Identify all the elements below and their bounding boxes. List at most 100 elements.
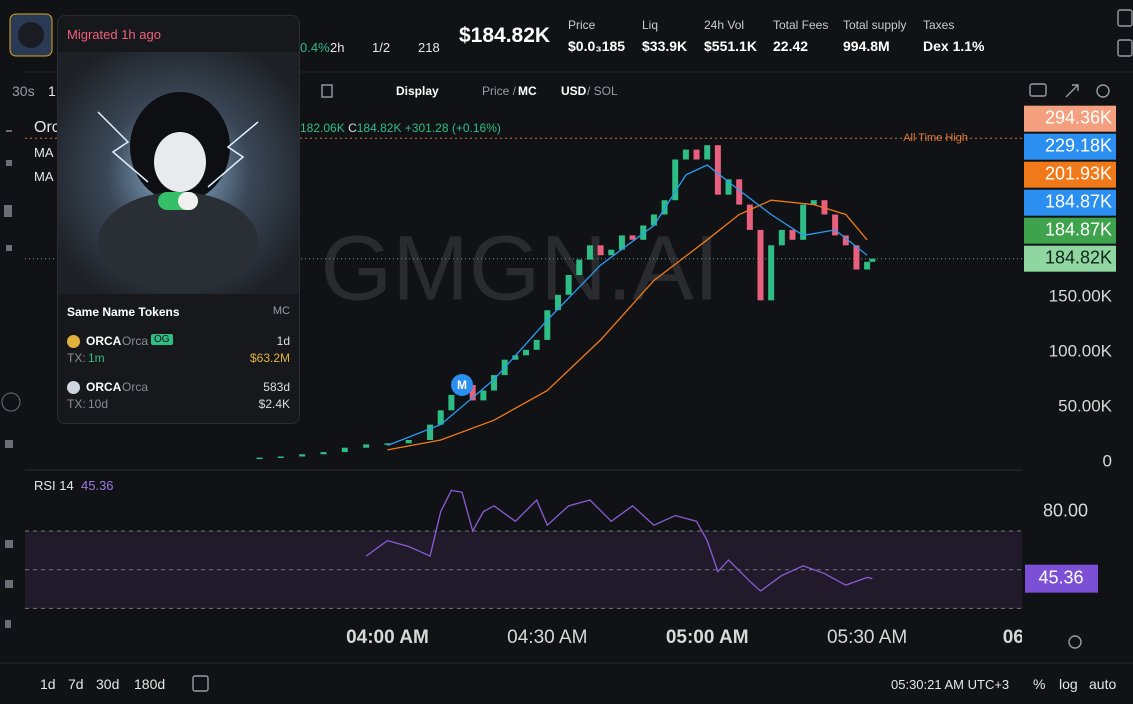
stat-value: $0.0₃185 [568,38,626,54]
legend-ma: MA [34,145,54,160]
x-tick-label: 06:00 [1003,627,1052,648]
range-button[interactable]: 180d [134,676,166,692]
views: 218 [418,40,440,55]
close-label: C [348,121,357,135]
price-tag-label: 184.87K [1045,219,1112,239]
x-tick-label: 05:00 AM [666,627,749,648]
y-tick-label: 100.00K [1049,341,1113,360]
marker [451,374,474,396]
legend-ma: MA [34,169,54,184]
range-button[interactable]: 1d [40,676,56,692]
candle [469,385,476,401]
stat-value: Dex 1.1% [923,38,985,54]
candle [448,394,455,411]
sidebar-icons [1,130,21,628]
candle [832,214,839,236]
stat-value: $33.9K [642,38,688,54]
sol-toggle[interactable]: / SOL [587,84,618,98]
usd-toggle[interactable]: USD [561,84,587,98]
candle [629,235,636,240]
tx-value: 10d [88,397,109,411]
interval[interactable]: 1 [48,83,56,99]
ma-line [387,164,868,447]
stat-value: $551.1K [704,38,757,54]
token-age: 583d [263,380,290,394]
token-icon-art [18,22,44,48]
tx-label: TX: [67,351,86,365]
migrated-status: Migrated 1h ago [67,27,161,42]
candle [789,229,796,240]
tx-value: 1m [88,351,105,365]
candle [746,204,753,230]
interval[interactable]: 30s [12,83,35,99]
token-symbol: ORCA [86,380,122,394]
candle [693,149,700,160]
candle [299,454,306,457]
candle [725,179,732,195]
stat-label: Total Fees [773,18,829,32]
x-tick-label: 04:00 AM [346,627,429,648]
mc-toggle[interactable]: MC [518,84,537,98]
tx-label: TX: [67,397,86,411]
section-column: MC [272,305,290,317]
candle [586,245,593,260]
ma-line [387,199,868,451]
ath-label: All Time High [903,132,968,144]
toolbar-icons[interactable] [192,9,1133,692]
candle [341,447,348,453]
price-tag [1024,133,1116,160]
candle [597,245,604,256]
candle [533,339,540,350]
clock: 05:30:21 AM UTC+3 [891,677,1010,692]
marker-label: M [457,378,467,392]
x-tick-label: 04:30 AM [507,627,587,648]
price-tag [1024,217,1116,244]
candle [800,204,807,240]
percent-toggle[interactable]: % [1033,676,1046,692]
candle [565,275,572,295]
token-name: Orca [122,334,149,348]
y-tick-label: 150.00K [1049,286,1113,305]
stat-value: 994.8M [843,38,890,54]
auto-toggle[interactable]: auto [1089,676,1117,692]
candle [864,261,871,270]
watermark: GMGN.AI [321,217,720,319]
rsi-tag [1025,564,1098,593]
holders-ratio: 1/2 [372,40,391,55]
candle [437,410,444,425]
token-mc: $2.4K [258,397,290,411]
close-value: 184.82K [356,121,402,135]
candle [523,349,529,356]
range-button[interactable]: 7d [68,676,84,692]
price-tag [1024,161,1116,188]
log-toggle[interactable]: log [1059,676,1078,692]
token-name: Orca [122,380,149,394]
price-tag-label: 184.82K [1045,247,1112,267]
change-value: +301.28 (+0.16%) [404,121,501,135]
candle [554,294,561,311]
legend-ohlc: 182.06K C184.82K +301.28 (+0.16%) [300,121,501,135]
price-tag-label: 201.93K [1045,163,1112,183]
price-toggle[interactable]: Price / [482,84,517,98]
price-tag-label: 184.87K [1045,191,1112,211]
candle [853,245,860,270]
candle [778,229,785,246]
candle [810,200,817,205]
rsi-current: 45.36 [81,478,114,493]
range-button[interactable]: 30d [96,676,120,692]
y-tick-label: 50.00K [1058,396,1113,415]
candle [256,457,263,460]
stat-label: Taxes [923,18,955,32]
display-button[interactable]: Display [396,84,439,98]
candle [618,235,625,250]
price-tag-label: 294.36K [1045,107,1112,127]
candle [757,229,764,301]
candle [384,443,391,445]
candle [480,390,487,401]
rsi-tag-label: 45.36 [1038,567,1083,587]
candle [768,245,775,301]
legend-symbol: Orc [34,119,60,136]
rsi-line [365,489,873,592]
candle [544,310,551,340]
